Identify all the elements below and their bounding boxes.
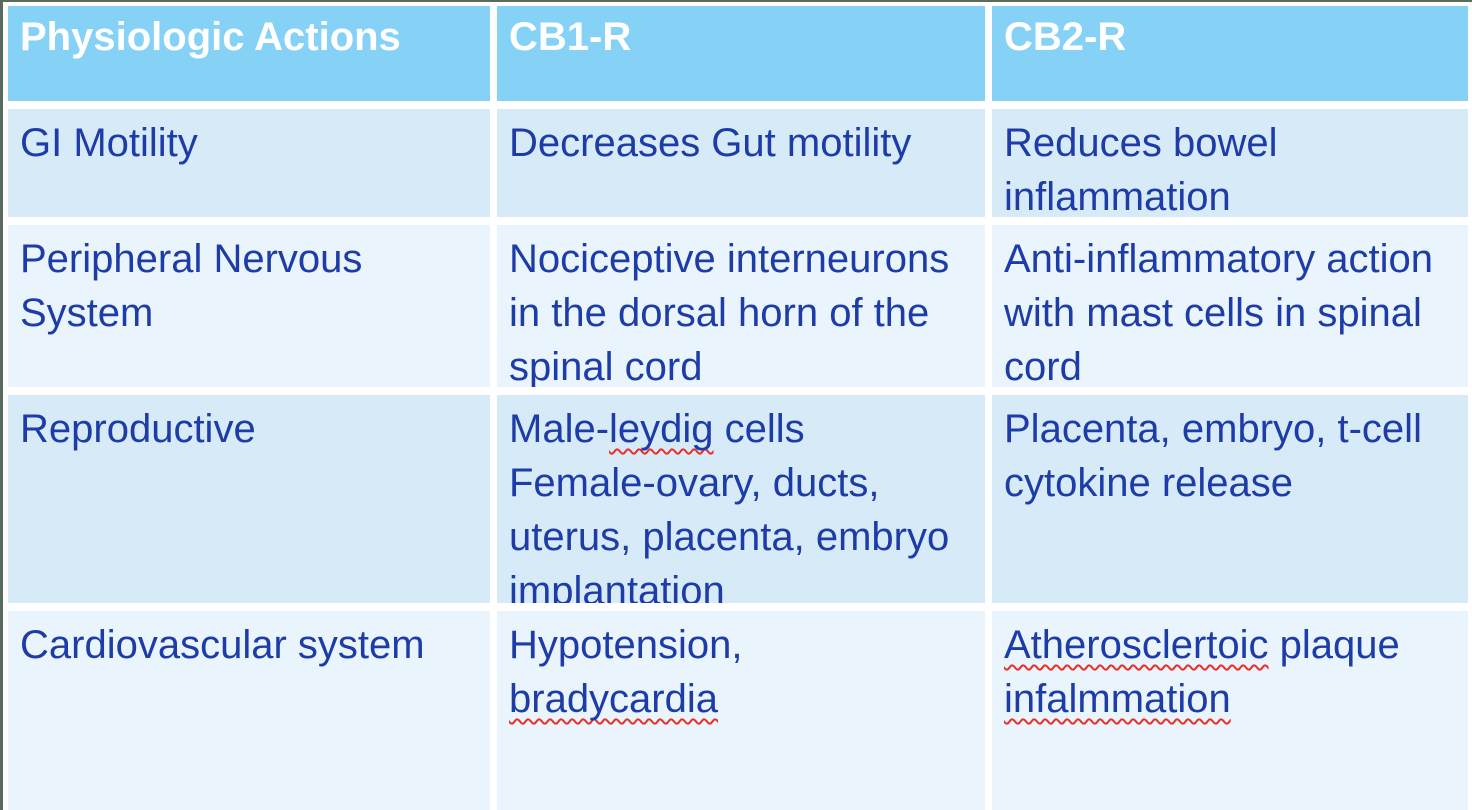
misspelled-word-bradycardia: bradycardia xyxy=(509,677,719,721)
cell-pns-cb1: Nociceptive interneurons in the dorsal h… xyxy=(497,225,985,387)
header-cell-cb1-r: CB1-R xyxy=(497,6,985,101)
cell-text: cells xyxy=(713,407,805,451)
cell-gi-motility-cb2: Reduces bowel inflammation xyxy=(992,109,1468,217)
cell-cardiovascular-cb2: Atherosclertoic plaque infalmmation xyxy=(992,611,1468,810)
cell-cardiovascular-cb1: Hypotension, bradycardia xyxy=(497,611,985,810)
cell-text: Male- xyxy=(509,407,610,451)
cell-gi-motility-action: GI Motility xyxy=(8,109,490,217)
cell-reproductive-action: Reproductive xyxy=(8,395,490,603)
cell-cardiovascular-action: Cardiovascular system xyxy=(8,611,490,810)
misspelled-word-leydig: leydig xyxy=(609,407,714,451)
cell-text: Female-ovary, ducts, uterus, placenta, e… xyxy=(509,461,950,603)
cell-pns-action: Peripheral Nervous System xyxy=(8,225,490,387)
cell-text: Hypotension, xyxy=(509,623,743,667)
cell-text: plaque xyxy=(1268,623,1400,667)
cell-reproductive-cb1: Male-leydig cells Female-ovary, ducts, u… xyxy=(497,395,985,603)
header-cell-cb2-r: CB2-R xyxy=(992,6,1468,101)
cell-gi-motility-cb1: Decreases Gut motility xyxy=(497,109,985,217)
header-cell-physiologic-actions: Physiologic Actions xyxy=(8,6,490,101)
physiologic-actions-table: Physiologic Actions CB1-R CB2-R GI Motil… xyxy=(3,2,1472,810)
misspelled-word-atherosclertoic: Atherosclertoic xyxy=(1004,623,1269,667)
misspelled-word-infalmmation: infalmmation xyxy=(1004,677,1231,721)
cell-pns-cb2: Anti-inflammatory action with mast cells… xyxy=(992,225,1468,387)
cell-reproductive-cb2: Placenta, embryo, t-cell cytokine releas… xyxy=(992,395,1468,603)
